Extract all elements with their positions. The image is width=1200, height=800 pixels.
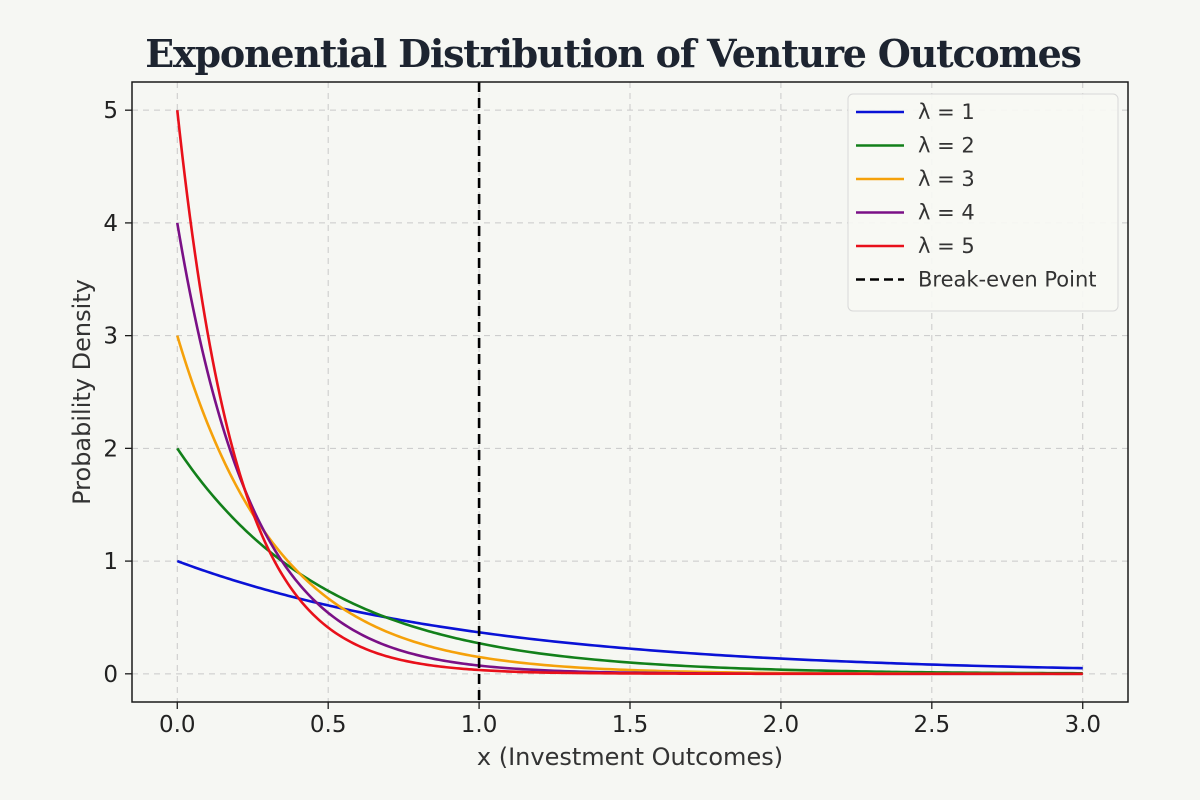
plot-area xyxy=(175,82,1083,702)
legend-label: λ = 4 xyxy=(918,201,975,225)
chart-title: Exponential Distribution of Venture Outc… xyxy=(145,31,1081,76)
legend-item-break-even: Break-even Point xyxy=(856,268,1097,292)
x-axis-label: x (Investment Outcomes) xyxy=(477,743,783,771)
series-line-5 xyxy=(175,110,1083,676)
y-tick-label: 2 xyxy=(103,436,118,462)
legend-item-2: λ = 2 xyxy=(856,134,975,158)
legend-label: λ = 3 xyxy=(918,167,975,191)
legend-label: λ = 2 xyxy=(918,134,975,158)
axis-ticks: 0.0 0.5 1.0 1.5 2.0 2.5 3.0 0 1 2 3 4 5 xyxy=(103,98,1101,738)
legend: λ = 1 λ = 2 λ = 3 λ = 4 λ = 5 Break-even Poin… xyxy=(847,93,1119,312)
legend-item-3: λ = 3 xyxy=(856,167,975,191)
legend-box xyxy=(847,93,1119,312)
legend-label: Break-even Point xyxy=(918,268,1097,292)
legend-label: λ = 1 xyxy=(918,100,975,124)
y-tick-label: 5 xyxy=(103,98,118,124)
x-tick-label: 1.0 xyxy=(461,712,498,738)
legend-label: λ = 5 xyxy=(918,234,975,258)
x-tick-label: 0.5 xyxy=(310,712,347,738)
x-tick-label: 3.0 xyxy=(1064,712,1101,738)
y-axis-label: Probability Density xyxy=(68,279,96,505)
legend-item-1: λ = 1 xyxy=(856,100,975,124)
legend-item-4: λ = 4 xyxy=(856,201,975,225)
y-tick-label: 4 xyxy=(103,211,118,237)
x-tick-label: 0.0 xyxy=(159,712,196,738)
y-tick-label: 0 xyxy=(103,662,118,688)
x-tick-label: 1.5 xyxy=(612,712,649,738)
legend-item-5: λ = 5 xyxy=(856,234,975,258)
y-tick-label: 3 xyxy=(103,324,118,350)
x-tick-label: 2.5 xyxy=(914,712,951,738)
x-tick-label: 2.0 xyxy=(763,712,800,738)
y-tick-label: 1 xyxy=(103,549,118,575)
